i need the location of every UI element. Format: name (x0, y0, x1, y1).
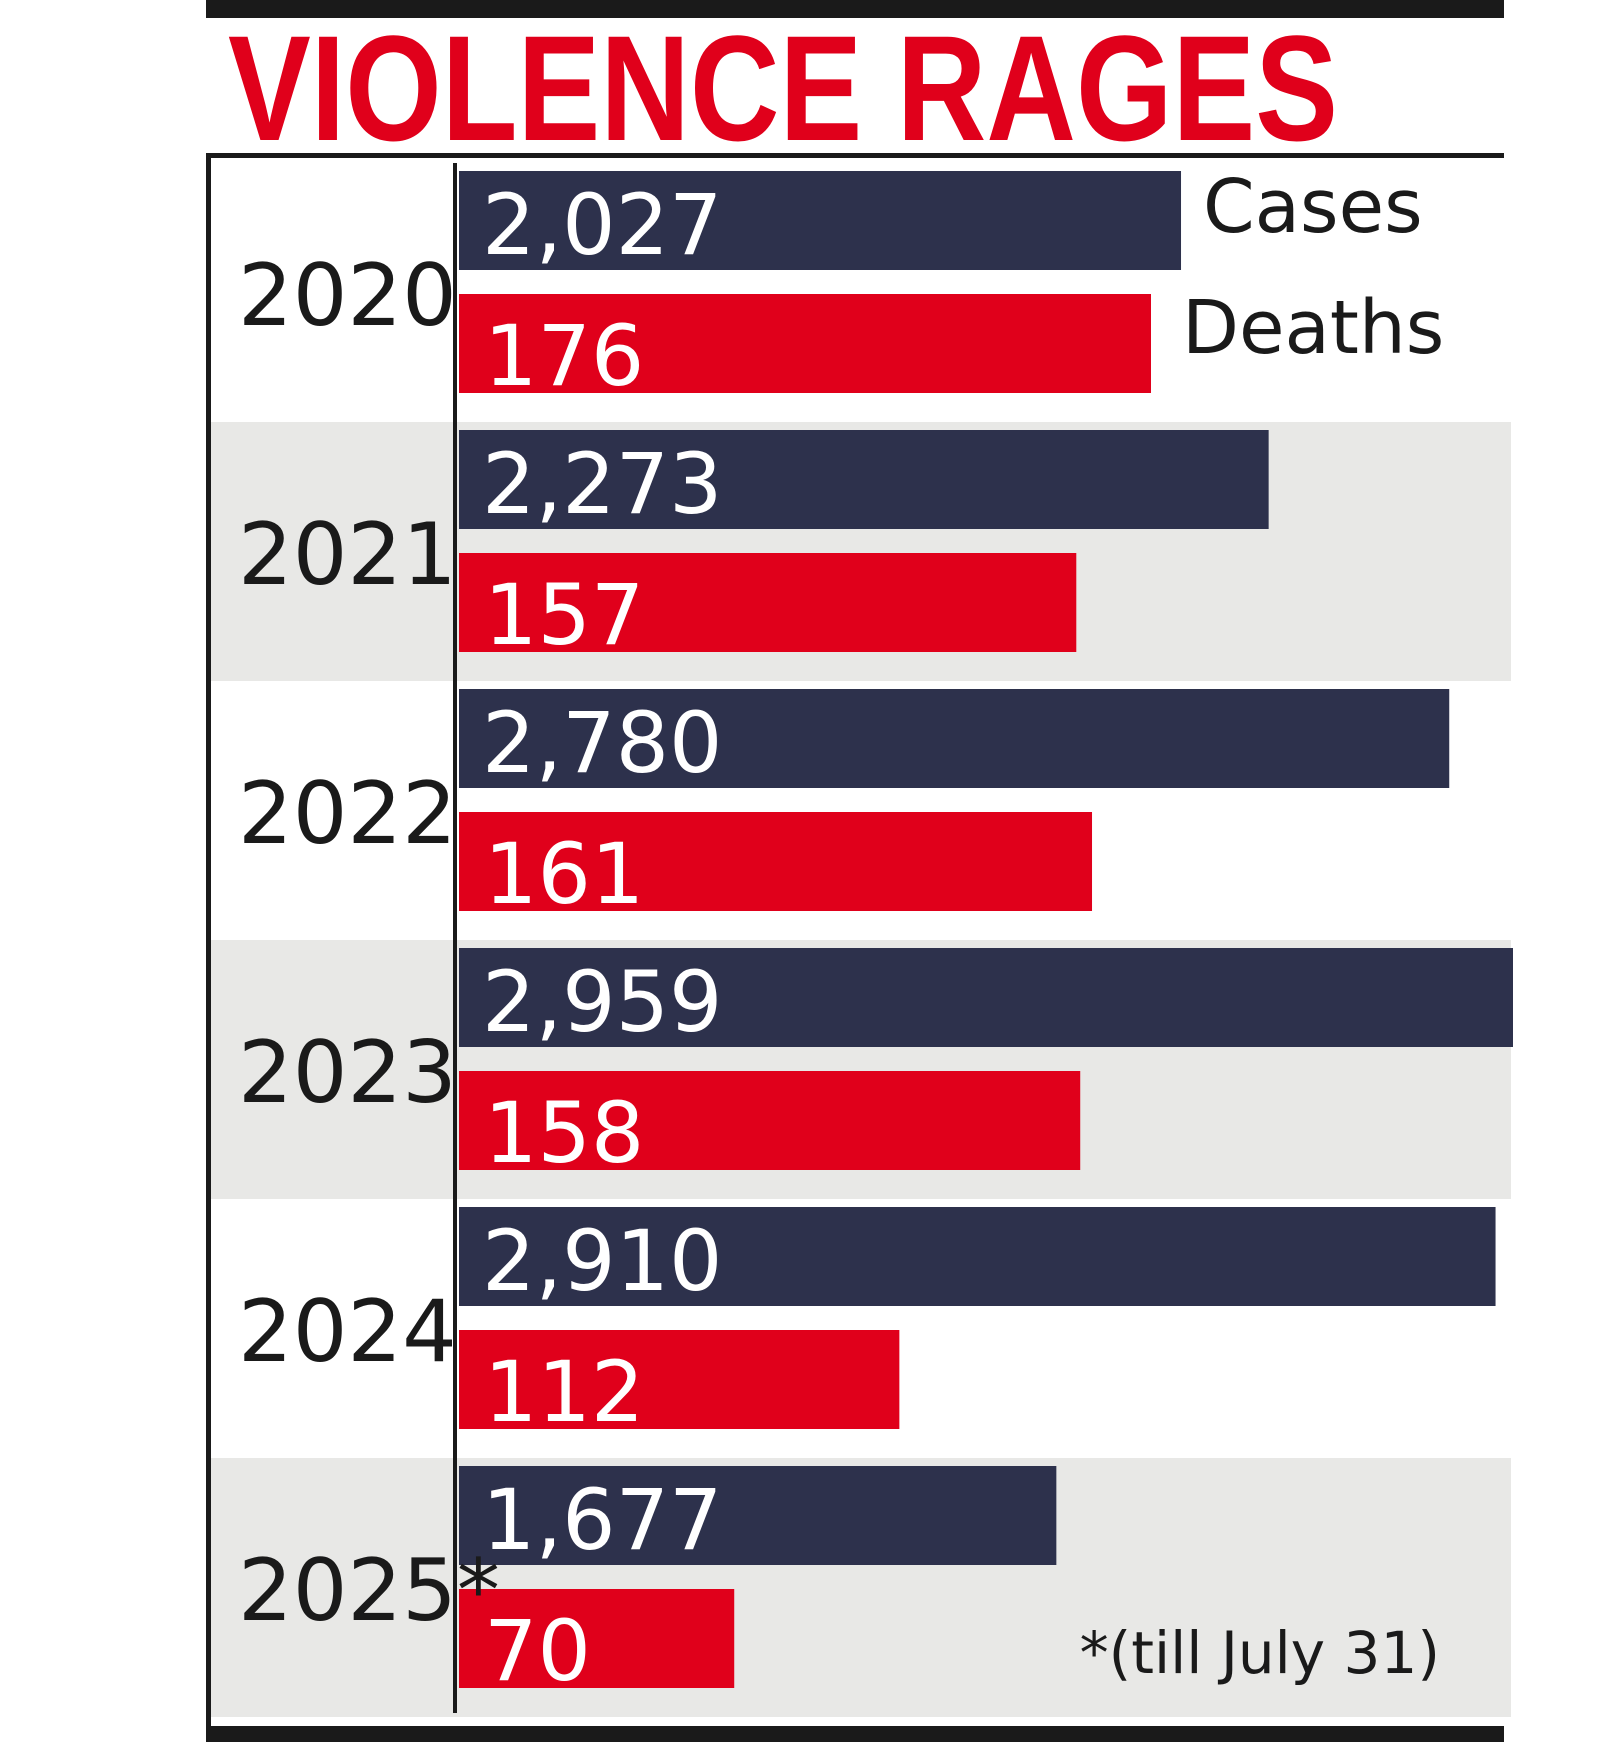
label-cases-2022: 2,780 (482, 694, 722, 792)
year-label-2020: 2020 (238, 246, 457, 346)
bars (459, 171, 1513, 1688)
year-label-2022: 2022 (238, 764, 457, 864)
year-label-2024: 2024 (238, 1282, 457, 1382)
bar-deaths-2025 (459, 1589, 735, 1688)
label-deaths-2021: 157 (484, 566, 644, 664)
label-deaths-2022: 161 (484, 825, 644, 923)
bar-cases-2022 (459, 689, 1450, 788)
chart-title: VIOLENCE RAGES (228, 4, 1338, 172)
bottom-rule (206, 1726, 1504, 1742)
label-deaths-2023: 158 (484, 1084, 644, 1182)
label-cases-2020: 2,027 (482, 176, 722, 274)
labels: 2,027 176 2020 2,273 157 2021 2,780 161 2022 2,95… (238, 176, 722, 1700)
bar-cases-2024 (459, 1207, 1496, 1306)
legend-cases: Cases (1203, 164, 1423, 250)
axis-line (453, 163, 457, 1713)
label-deaths-2024: 112 (484, 1343, 644, 1441)
bar-deaths-2024 (459, 1330, 900, 1429)
label-cases-2024: 2,910 (482, 1212, 722, 1310)
bar-deaths-2020 (459, 294, 1151, 393)
bar-cases-2023 (459, 948, 1513, 1047)
bar-deaths-2022 (459, 812, 1093, 911)
top-rule (206, 0, 1504, 18)
year-label-2023: 2023 (238, 1023, 457, 1123)
year-label-2025: 2025* (238, 1541, 500, 1641)
legend-deaths: Deaths (1182, 285, 1444, 371)
bar-deaths-2021 (459, 553, 1077, 652)
label-cases-2021: 2,273 (482, 435, 722, 533)
bar-cases-2020 (459, 171, 1182, 270)
label-cases-2023: 2,959 (482, 953, 722, 1051)
title-rule (206, 153, 1504, 158)
label-deaths-2025: 70 (484, 1602, 591, 1700)
bar-cases-2025 (459, 1466, 1057, 1565)
label-cases-2025: 1,677 (482, 1471, 722, 1569)
frame-left-border (206, 153, 211, 1728)
bar-deaths-2023 (459, 1071, 1081, 1170)
bar-cases-2021 (459, 430, 1269, 529)
label-deaths-2020: 176 (484, 307, 644, 405)
year-label-2021: 2021 (238, 505, 457, 605)
footnote: *(till July 31) (1080, 1619, 1440, 1687)
